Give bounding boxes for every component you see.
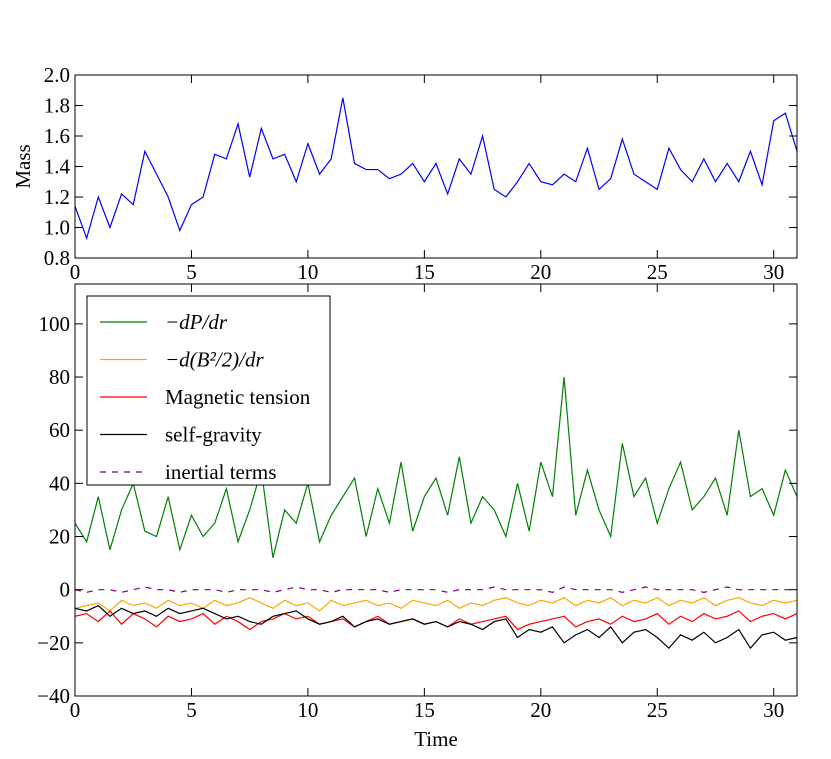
y-tick-label: 2.0 — [44, 63, 70, 87]
y-tick-label: 0.8 — [44, 246, 70, 270]
series-line — [74, 376, 798, 558]
x-tick-label: 15 — [414, 260, 435, 284]
legend-label: Magnetic tension — [165, 385, 311, 409]
x-tick-label: 10 — [297, 698, 318, 722]
x-tick-label: 20 — [530, 260, 551, 284]
x-tick-label: 10 — [297, 260, 318, 284]
legend-label: self-gravity — [165, 423, 262, 447]
y-tick-label: 1.4 — [44, 155, 71, 179]
y-tick-label: 20 — [49, 525, 70, 549]
legend: −dP/dr −d(B²/2)/dr Magnetic tension self-gr… — [86, 295, 331, 486]
x-axis-label: Time — [414, 727, 458, 751]
series-line — [74, 586, 797, 593]
y-tick-label: 1.6 — [44, 124, 70, 148]
x-tick-label: 0 — [70, 698, 81, 722]
x-tick-label: 30 — [763, 698, 784, 722]
legend-label: −d(B²/2)/dr — [165, 348, 264, 372]
series-line — [74, 610, 798, 631]
y-tick-label: −20 — [37, 631, 70, 655]
y-tick-label: 0 — [60, 578, 71, 602]
series-line — [74, 596, 798, 612]
legend-label: inertial terms — [165, 460, 276, 484]
x-tick-label: 25 — [647, 698, 668, 722]
y-tick-label: 1.0 — [44, 216, 70, 240]
axes-frame — [74, 74, 798, 259]
legend-label: −dP/dr — [165, 310, 228, 334]
x-tick-label: 20 — [530, 698, 551, 722]
x-tick-label: 15 — [414, 698, 435, 722]
y-tick-label: −40 — [37, 684, 70, 708]
y-tick-label: 1.2 — [44, 185, 70, 209]
legend-frame — [86, 295, 331, 486]
axes-frame — [74, 283, 798, 697]
x-tick-label: 0 — [70, 260, 81, 284]
y-tick-label: 60 — [49, 418, 70, 442]
y-tick-label: 100 — [39, 312, 71, 336]
y-axis-label: Mass — [11, 144, 35, 188]
x-tick-label: 5 — [186, 260, 197, 284]
data-line — [74, 97, 798, 241]
y-tick-label: 40 — [49, 471, 70, 495]
series-line — [74, 604, 798, 650]
x-tick-label: 5 — [186, 698, 197, 722]
y-tick-label: 1.8 — [44, 94, 70, 118]
y-tick-label: 80 — [49, 365, 70, 389]
x-tick-label: 25 — [647, 260, 668, 284]
x-tick-label: 30 — [763, 260, 784, 284]
